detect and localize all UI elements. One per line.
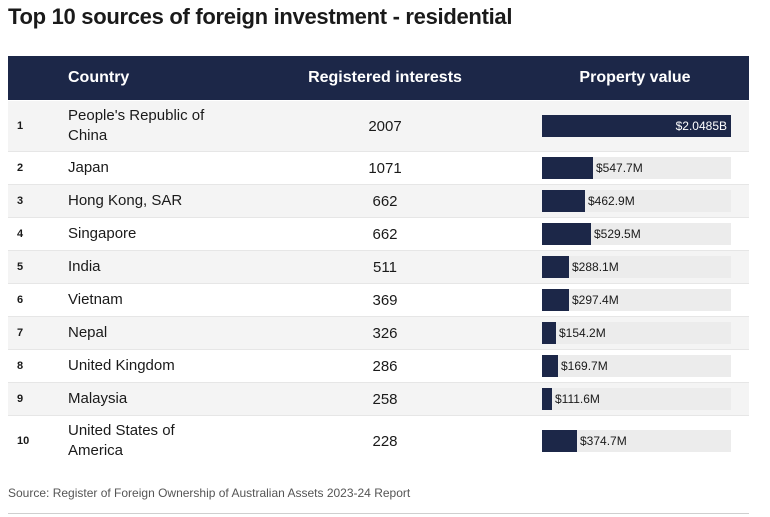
country-cell: India bbox=[68, 258, 101, 275]
country-cell: Japan bbox=[68, 159, 109, 176]
source-note: Source: Register of Foreign Ownership of… bbox=[8, 486, 411, 500]
property-value-bar bbox=[542, 190, 585, 212]
property-value-label: $111.6M bbox=[555, 392, 600, 406]
property-value-label: $374.7M bbox=[580, 434, 627, 448]
country-cell: Malaysia bbox=[68, 390, 128, 407]
property-value-bar bbox=[542, 388, 552, 410]
table-row: 6 Vietnam 369 $297.4M bbox=[8, 283, 749, 316]
rank-cell: 9 bbox=[17, 393, 24, 405]
rank-cell: 6 bbox=[17, 294, 24, 306]
registered-interests-cell: 662 bbox=[372, 225, 398, 243]
table-row: 3 Hong Kong, SAR 662 $462.9M bbox=[8, 184, 749, 217]
property-value-track: $547.7M bbox=[542, 157, 731, 179]
rank-cell: 2 bbox=[17, 162, 24, 174]
property-value-label: $288.1M bbox=[572, 260, 619, 274]
property-value-label: $462.9M bbox=[588, 194, 635, 208]
table-row: 8 United Kingdom 286 $169.7M bbox=[8, 349, 749, 382]
rank-cell: 8 bbox=[17, 360, 24, 372]
rank-cell: 1 bbox=[17, 120, 24, 132]
country-cell: People's Republic of China bbox=[68, 107, 205, 144]
registered-interests-cell: 662 bbox=[372, 192, 398, 210]
rank-cell: 3 bbox=[17, 195, 24, 207]
table-row: 4 Singapore 662 $529.5M bbox=[8, 217, 749, 250]
property-value-track: $374.7M bbox=[542, 430, 731, 452]
property-value-label: $529.5M bbox=[594, 227, 641, 241]
rank-cell: 5 bbox=[17, 261, 24, 273]
property-value-bar bbox=[542, 430, 577, 452]
property-value-track: $462.9M bbox=[542, 190, 731, 212]
registered-interests-cell: 369 bbox=[372, 291, 398, 309]
country-cell: Hong Kong, SAR bbox=[68, 192, 183, 209]
property-value-bar bbox=[542, 289, 569, 311]
property-value-track: $169.7M bbox=[542, 355, 731, 377]
data-table: Country Registered interests Property va… bbox=[8, 56, 749, 466]
property-value-track: $288.1M bbox=[542, 256, 731, 278]
property-value-track: $529.5M bbox=[542, 223, 731, 245]
country-cell: United States of America bbox=[68, 422, 175, 459]
registered-interests-cell: 258 bbox=[372, 390, 398, 408]
property-value-bar bbox=[542, 223, 591, 245]
rank-cell: 4 bbox=[17, 228, 24, 240]
table-row: 2 Japan 1071 $547.7M bbox=[8, 151, 749, 184]
property-value-track: $297.4M bbox=[542, 289, 731, 311]
registered-interests-cell: 228 bbox=[372, 432, 398, 450]
header-country: Country bbox=[68, 69, 130, 86]
property-value-bar bbox=[542, 157, 593, 179]
table-header: Country Registered interests Property va… bbox=[8, 56, 749, 100]
registered-interests-cell: 2007 bbox=[368, 117, 402, 135]
property-value-track: $154.2M bbox=[542, 322, 731, 344]
bottom-divider bbox=[8, 513, 749, 514]
property-value-bar bbox=[542, 355, 558, 377]
table-row: 9 Malaysia 258 $111.6M bbox=[8, 382, 749, 415]
country-cell: United Kingdom bbox=[68, 357, 175, 374]
property-value-bar bbox=[542, 115, 731, 137]
table-row: 10 United States of America 228 $374.7M bbox=[8, 415, 749, 466]
header-registered-interests: Registered interests bbox=[308, 69, 462, 86]
registered-interests-cell: 511 bbox=[373, 258, 397, 276]
table-row: 7 Nepal 326 $154.2M bbox=[8, 316, 749, 349]
property-value-label: $154.2M bbox=[559, 326, 606, 340]
property-value-label: $2.0485B bbox=[675, 119, 727, 133]
table-row: 5 India 511 $288.1M bbox=[8, 250, 749, 283]
property-value-track: $2.0485B bbox=[542, 115, 731, 137]
property-value-label: $297.4M bbox=[572, 293, 619, 307]
registered-interests-cell: 286 bbox=[372, 357, 398, 375]
property-value-label: $547.7M bbox=[596, 161, 643, 175]
registered-interests-cell: 1071 bbox=[368, 159, 402, 177]
property-value-track: $111.6M bbox=[542, 388, 731, 410]
country-cell: Vietnam bbox=[68, 291, 123, 308]
rank-cell: 7 bbox=[17, 327, 24, 339]
registered-interests-cell: 326 bbox=[372, 324, 398, 342]
property-value-bar bbox=[542, 322, 556, 344]
country-cell: Nepal bbox=[68, 324, 108, 341]
table-body: 1 People's Republic of China 2007 $2.0485B 2 J… bbox=[8, 101, 749, 466]
header-property-value: Property value bbox=[579, 69, 691, 86]
table-row: 1 People's Republic of China 2007 $2.0485B bbox=[8, 101, 749, 151]
rank-cell: 10 bbox=[17, 435, 30, 447]
property-value-label: $169.7M bbox=[561, 359, 608, 373]
page-title: Top 10 sources of foreign investment - r… bbox=[8, 4, 513, 29]
property-value-bar bbox=[542, 256, 569, 278]
country-cell: Singapore bbox=[68, 225, 137, 242]
